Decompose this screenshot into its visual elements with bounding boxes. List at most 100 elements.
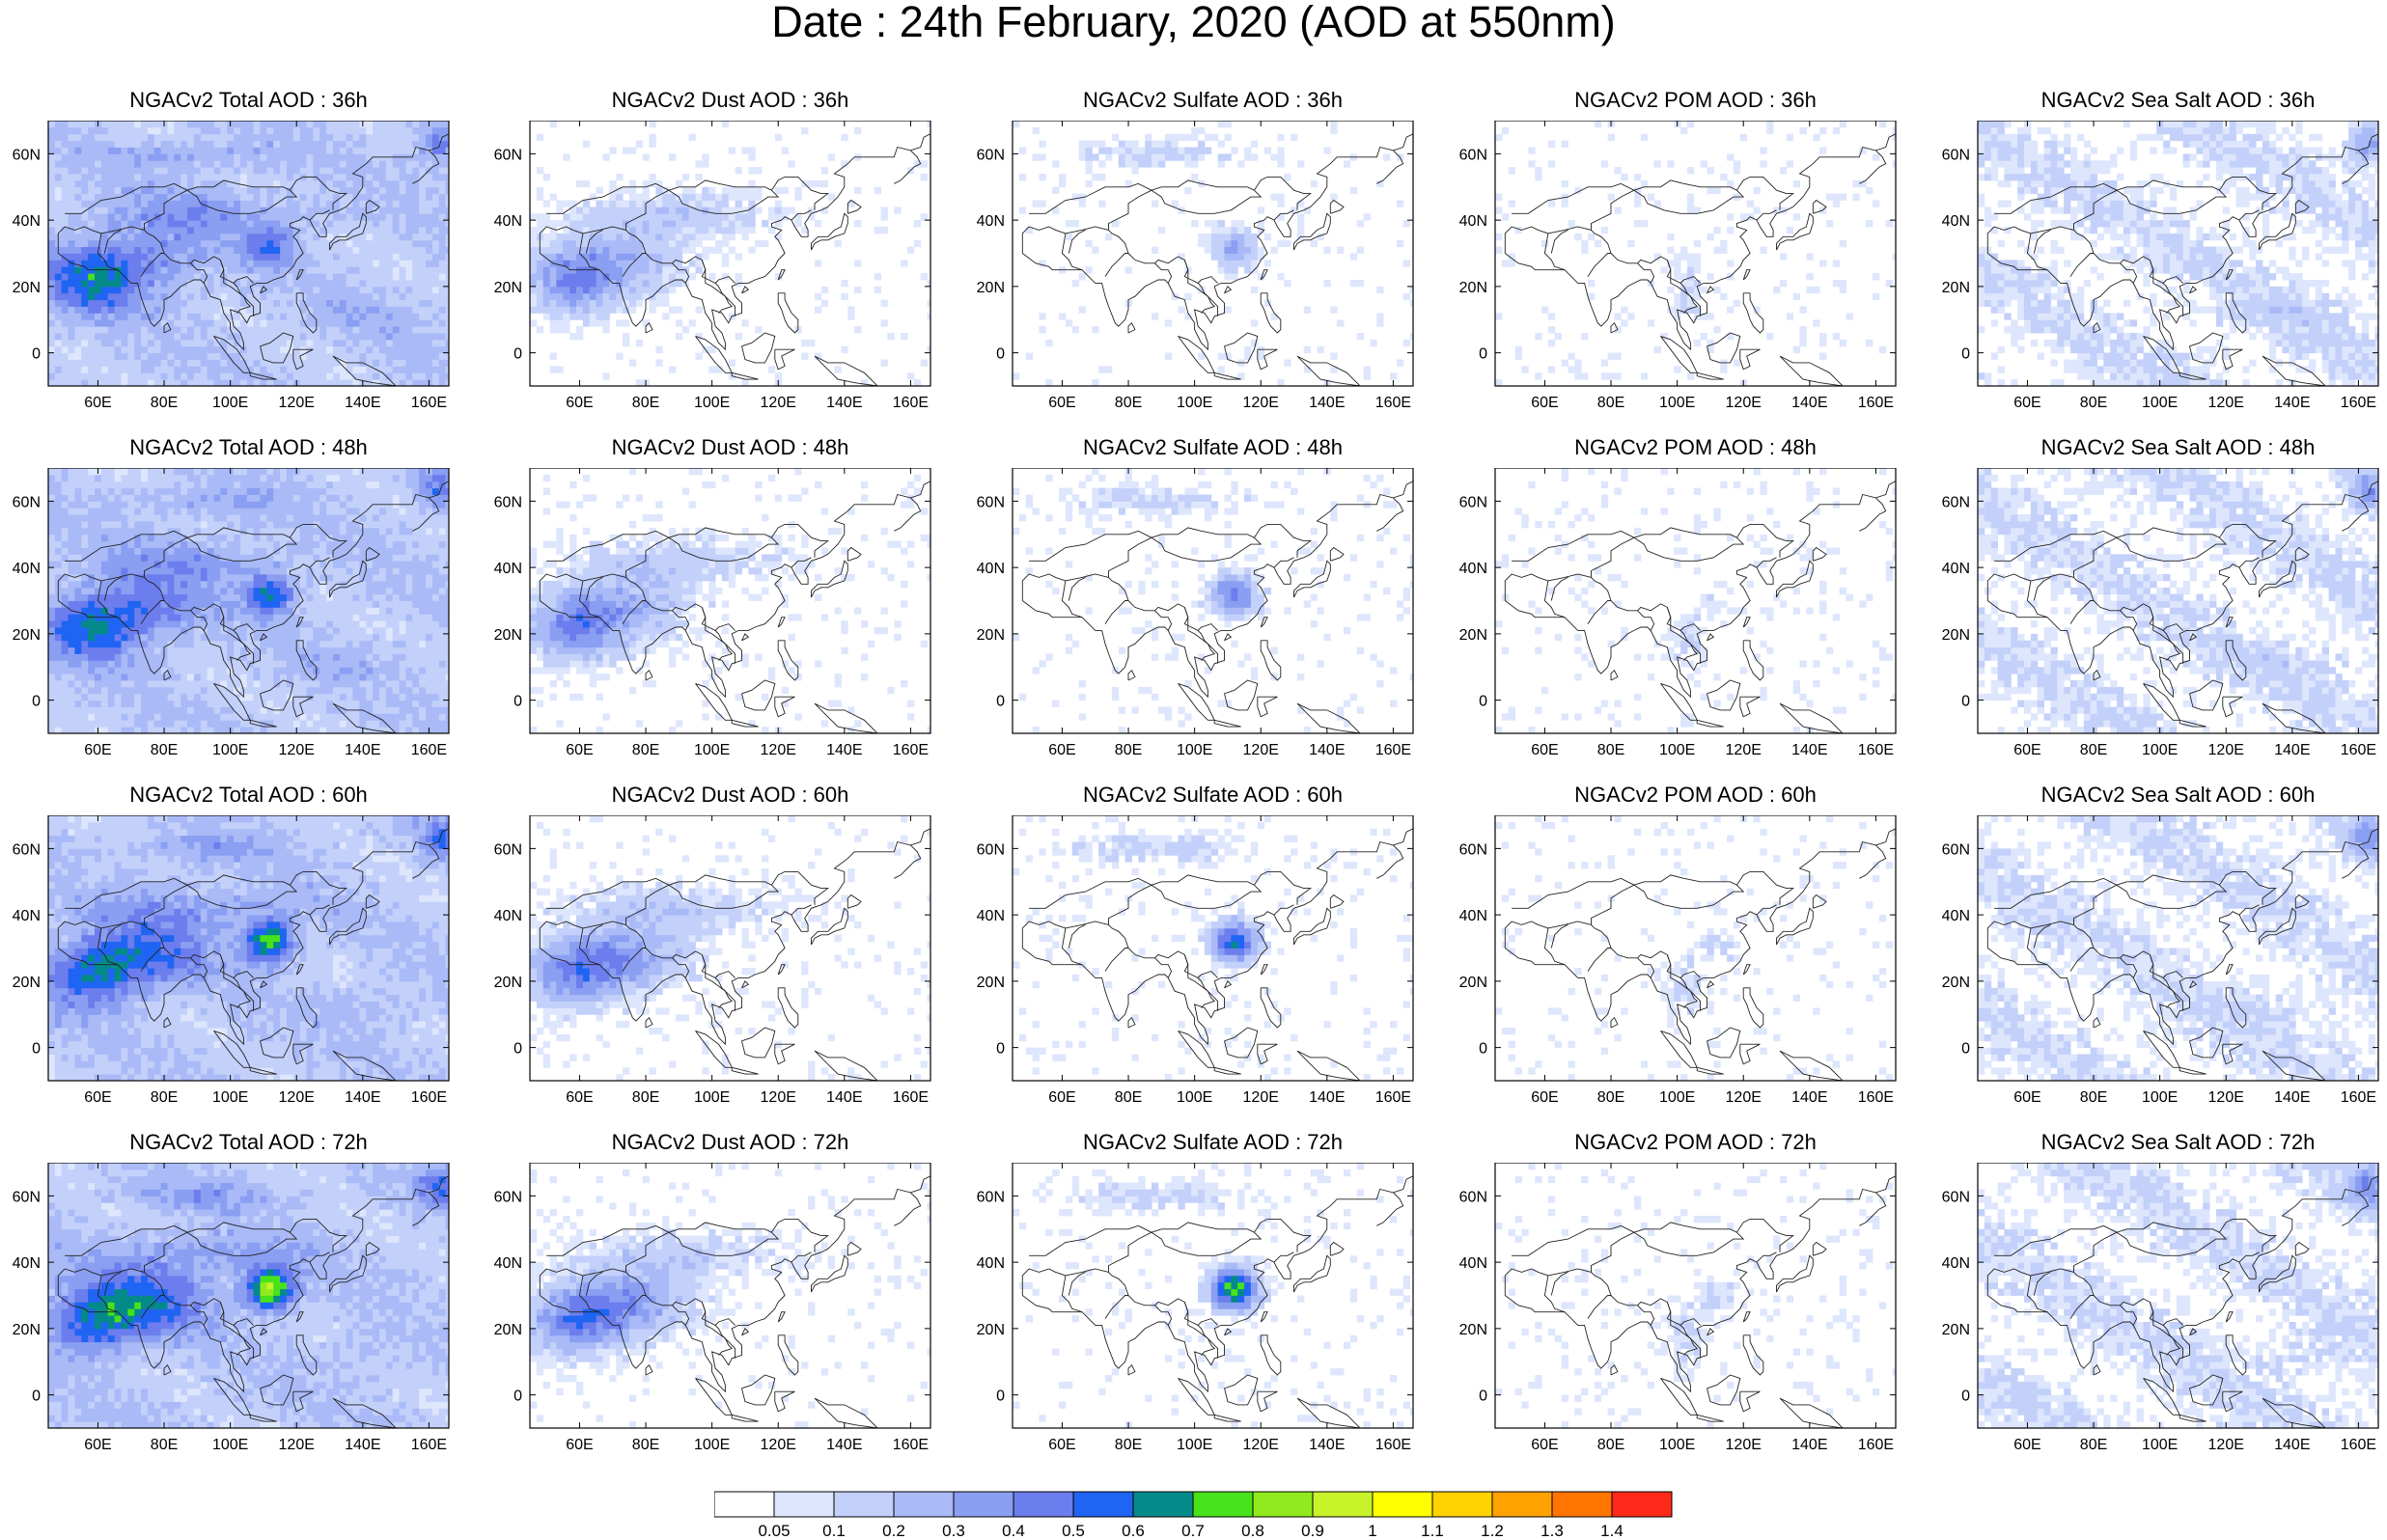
- colorbar-label: 1.3: [1540, 1522, 1564, 1537]
- lat-tick-label: 20N: [494, 280, 522, 296]
- panel-title: NGACv2 POM AOD : 60h: [1493, 784, 1899, 807]
- aod-field: [530, 121, 931, 387]
- lat-tick-label: 60N: [494, 1189, 522, 1205]
- lon-tick-label: 100E: [1177, 1089, 1212, 1106]
- panel-title: NGACv2 POM AOD : 72h: [1493, 1131, 1899, 1154]
- lat-tick-label: 40N: [1459, 561, 1487, 577]
- lon-tick-label: 120E: [279, 1437, 315, 1453]
- lat-tick-label: 40N: [1942, 561, 1970, 577]
- lon-tick-label: 120E: [2208, 395, 2244, 411]
- colorbar-label: 0.3: [942, 1522, 965, 1537]
- lat-tick-label: 40N: [1459, 213, 1487, 230]
- lat-tick-label: 40N: [1942, 908, 1970, 924]
- lat-tick-label: 0: [1479, 1389, 1487, 1405]
- lat-tick-label: 40N: [977, 213, 1005, 230]
- lon-tick-label: 140E: [2274, 1437, 2310, 1453]
- lat-tick-label: 60N: [1942, 147, 1970, 163]
- lat-tick-label: 0: [32, 346, 41, 363]
- lon-tick-label: 80E: [1115, 1089, 1142, 1106]
- lat-tick-label: 40N: [1459, 908, 1487, 924]
- lat-tick-label: 0: [513, 1389, 522, 1405]
- map-panel-seasalt-3: 60E 80E 100E 120E 140E 160E 60N 40N 20N 0: [1942, 1163, 2379, 1453]
- lon-tick-label: 140E: [1309, 1089, 1345, 1106]
- panel-title: NGACv2 Total AOD : 60h: [46, 784, 452, 807]
- lon-tick-label: 60E: [2013, 1089, 2040, 1106]
- colorbar-label: 0.1: [822, 1522, 846, 1537]
- lat-tick-label: 0: [996, 1389, 1005, 1405]
- panel-title: NGACv2 Dust AOD : 36h: [528, 89, 933, 112]
- lat-tick-label: 60N: [1459, 147, 1487, 163]
- lon-tick-label: 60E: [84, 395, 111, 411]
- colorbar-label: 1.2: [1481, 1522, 1504, 1537]
- lon-tick-label: 80E: [151, 395, 178, 411]
- lat-tick-label: 20N: [494, 627, 522, 644]
- aod-field: [1978, 121, 2379, 387]
- colorbar-swatch: [1372, 1491, 1433, 1518]
- aod-field: [48, 468, 450, 734]
- lat-tick-label: 20N: [977, 975, 1005, 991]
- lon-tick-label: 100E: [212, 1437, 248, 1453]
- lon-tick-label: 60E: [1531, 395, 1558, 411]
- coastlines: [1021, 481, 1413, 733]
- lat-tick-label: 60N: [13, 841, 41, 858]
- colorbar-label: 0.6: [1122, 1522, 1145, 1537]
- lat-tick-label: 0: [32, 694, 41, 710]
- lon-tick-label: 60E: [84, 1437, 111, 1453]
- colorbar-label: 0.5: [1062, 1522, 1085, 1537]
- lat-tick-label: 40N: [13, 561, 41, 577]
- lat-tick-label: 60N: [494, 147, 522, 163]
- colorbar-label: 0.05: [758, 1522, 790, 1537]
- lat-tick-label: 60N: [13, 1189, 41, 1205]
- lon-tick-label: 80E: [1597, 1437, 1624, 1453]
- lon-tick-label: 60E: [84, 742, 111, 758]
- lon-tick-label: 160E: [2341, 395, 2376, 411]
- lat-tick-label: 40N: [494, 908, 522, 924]
- panel-title: NGACv2 POM AOD : 36h: [1493, 89, 1899, 112]
- coastlines: [57, 133, 449, 386]
- aod-field: [1013, 468, 1414, 734]
- lat-tick-label: 40N: [13, 213, 41, 230]
- lon-tick-label: 140E: [1791, 1089, 1827, 1106]
- lat-tick-label: 60N: [1942, 1189, 1970, 1205]
- coastlines: [1986, 1175, 2378, 1428]
- lon-tick-label: 160E: [411, 742, 447, 758]
- lon-tick-label: 140E: [826, 395, 862, 411]
- lon-tick-label: 140E: [2274, 1089, 2310, 1106]
- colorbar-swatch: [893, 1491, 955, 1518]
- lat-tick-label: 40N: [977, 1255, 1005, 1272]
- aod-field: [1013, 121, 1414, 387]
- lon-tick-label: 100E: [694, 742, 730, 758]
- panel-title: NGACv2 Sulfate AOD : 48h: [1011, 436, 1416, 459]
- map-panel-dust-2: 60E 80E 100E 120E 140E 160E 60N 40N 20N 0: [494, 815, 931, 1106]
- map-panel-pom-0: 60E 80E 100E 120E 140E 160E 60N 40N 20N 0: [1459, 121, 1897, 411]
- lon-tick-label: 100E: [212, 1089, 248, 1106]
- lon-tick-label: 60E: [1048, 742, 1075, 758]
- lon-tick-label: 60E: [1048, 395, 1075, 411]
- lat-tick-label: 0: [513, 1041, 522, 1058]
- lon-tick-label: 60E: [566, 395, 593, 411]
- lon-tick-label: 80E: [2080, 395, 2107, 411]
- lat-tick-label: 20N: [1459, 280, 1487, 296]
- lon-tick-label: 80E: [1597, 1089, 1624, 1106]
- coastlines: [57, 1175, 449, 1428]
- lon-tick-label: 100E: [2142, 742, 2178, 758]
- lon-tick-label: 140E: [1791, 1437, 1827, 1453]
- coastlines: [539, 133, 930, 386]
- lon-tick-label: 160E: [893, 1089, 929, 1106]
- panel-title: NGACv2 Sulfate AOD : 36h: [1011, 89, 1416, 112]
- lat-tick-label: 20N: [1459, 975, 1487, 991]
- lon-tick-label: 60E: [566, 742, 593, 758]
- colorbar-swatch: [1312, 1491, 1374, 1518]
- lon-tick-label: 160E: [893, 1437, 929, 1453]
- lon-tick-label: 120E: [279, 1089, 315, 1106]
- lon-tick-label: 80E: [632, 1437, 659, 1453]
- panel-title: NGACv2 Total AOD : 72h: [46, 1131, 452, 1154]
- lon-tick-label: 160E: [2341, 742, 2376, 758]
- lon-tick-label: 160E: [2341, 1437, 2376, 1453]
- lon-tick-label: 100E: [1659, 742, 1695, 758]
- lat-tick-label: 20N: [1942, 627, 1970, 644]
- lat-tick-label: 60N: [1942, 841, 1970, 858]
- map-panel-seasalt-1: 60E 80E 100E 120E 140E 160E 60N 40N 20N 0: [1942, 468, 2379, 758]
- lat-tick-label: 20N: [977, 1322, 1005, 1338]
- colorbar-swatch: [1013, 1491, 1074, 1518]
